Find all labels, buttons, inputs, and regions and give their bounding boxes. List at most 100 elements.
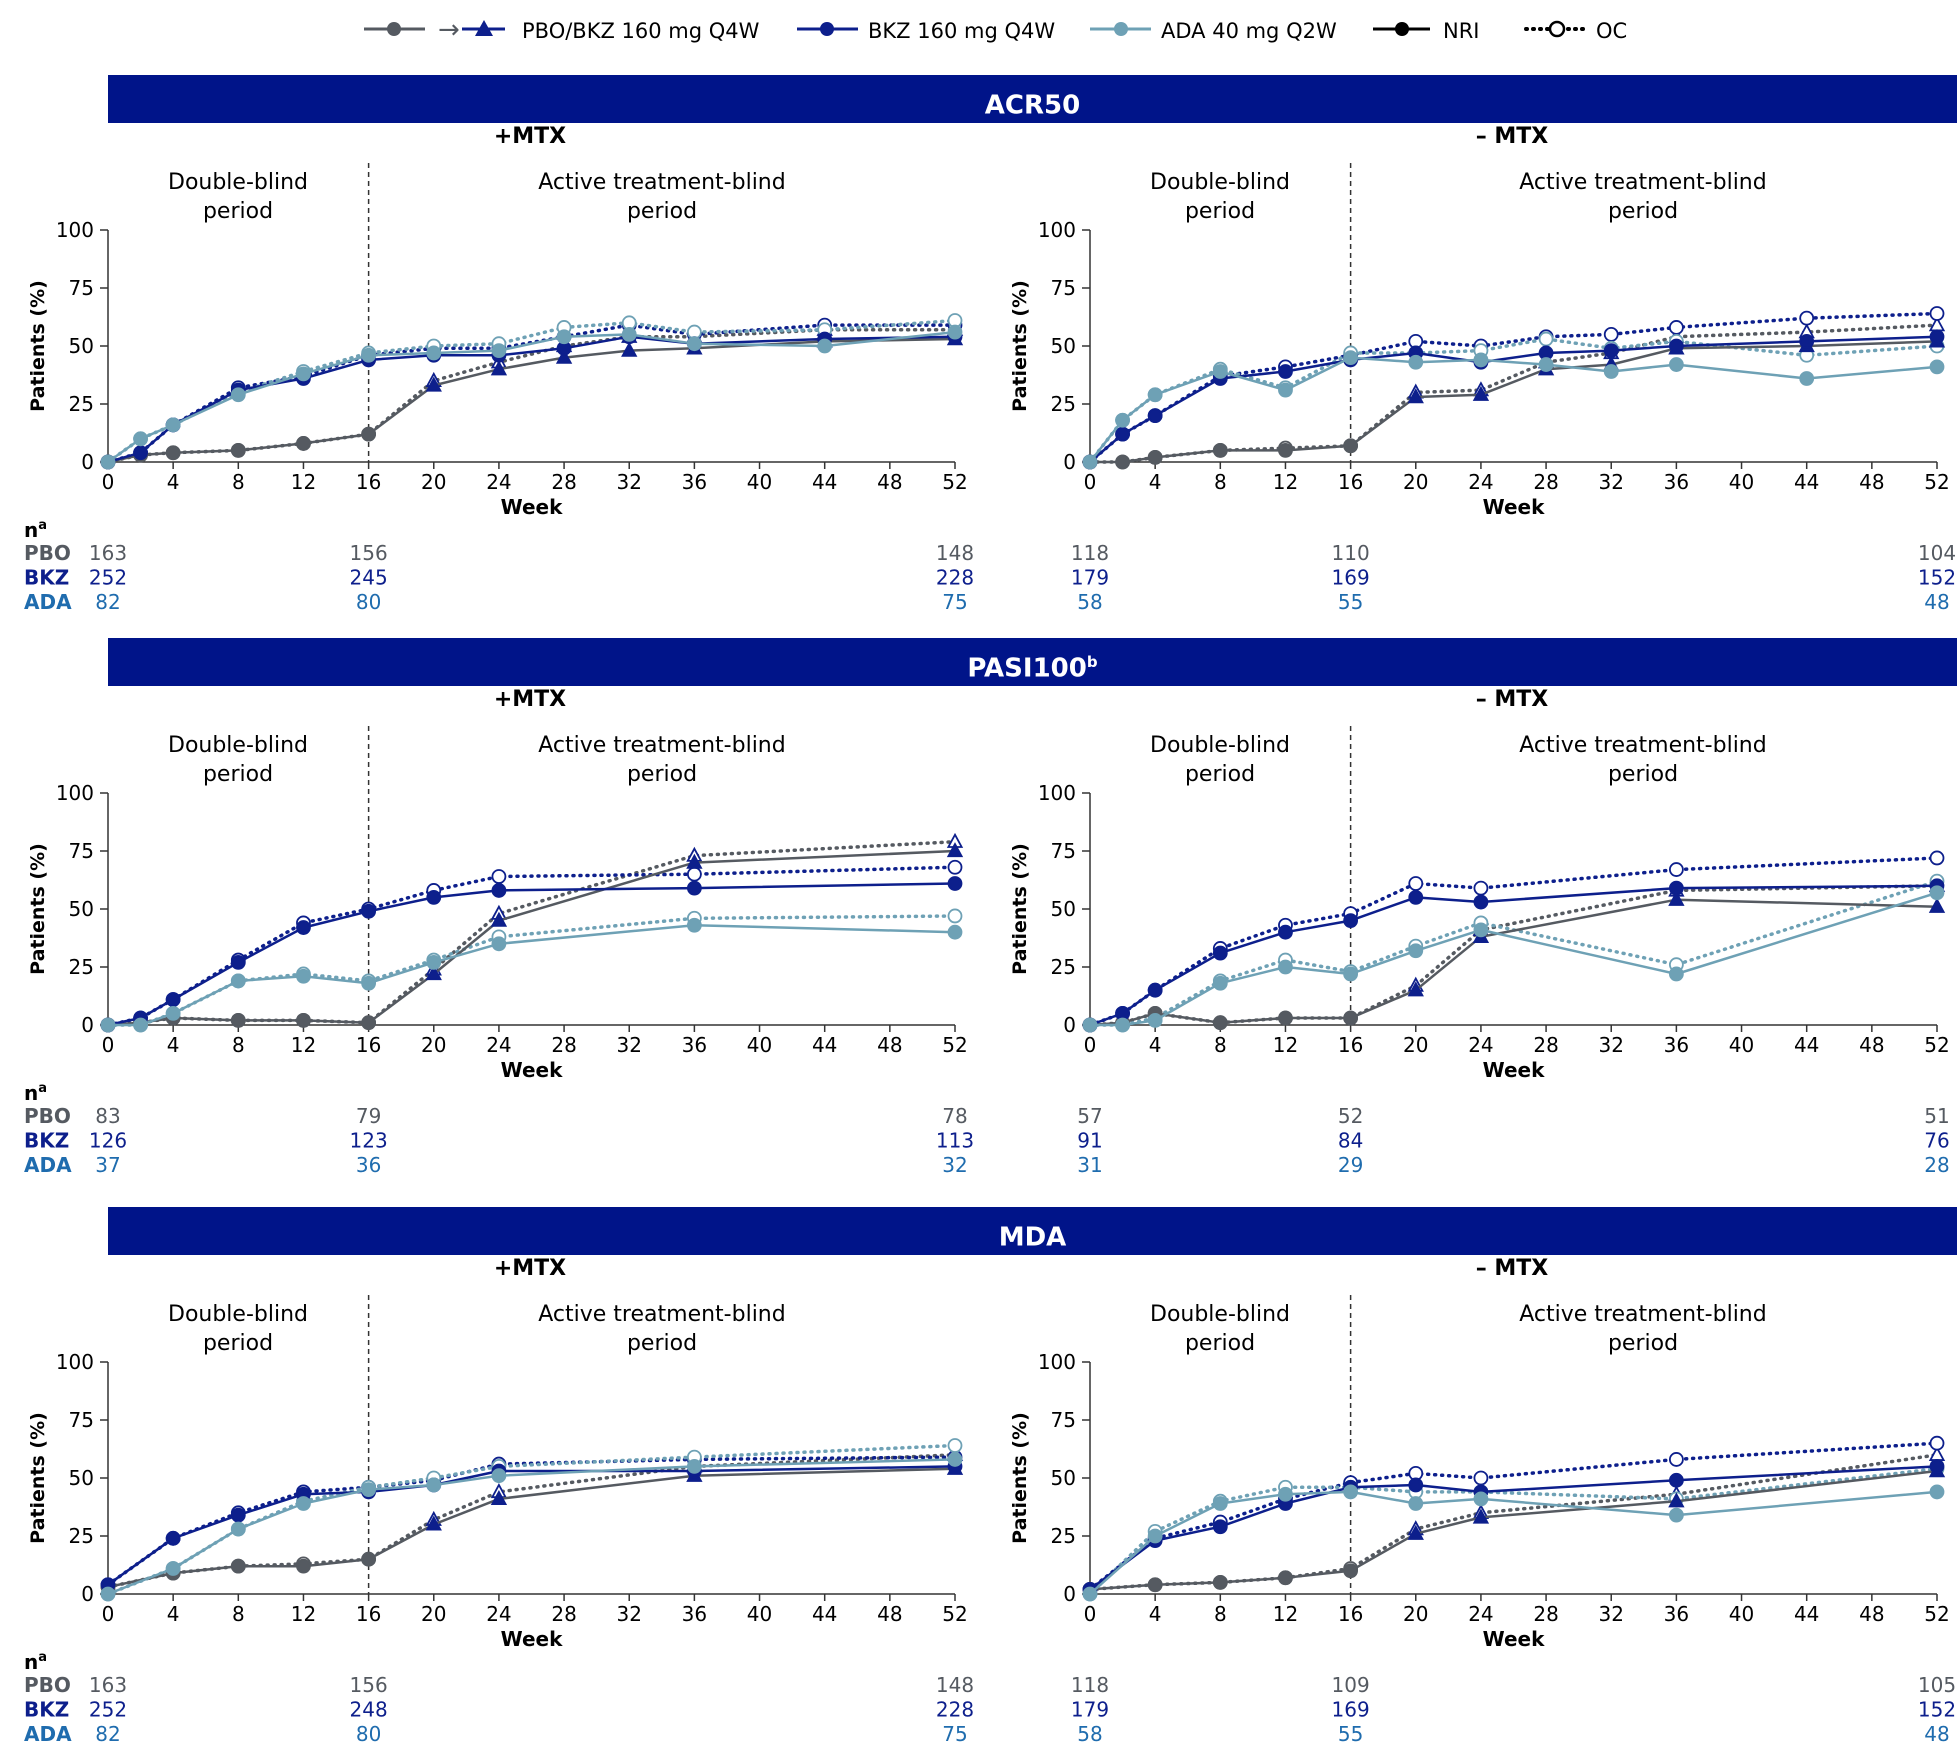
x-tick-label: 48 — [1859, 470, 1884, 494]
period-label-active-treatment: Active treatment-blind — [1519, 733, 1766, 758]
chart-acr50-with-mtx: +MTX Double-blind period Active treatment-b… — [24, 125, 974, 610]
y-tick-label: 75 — [69, 1408, 94, 1432]
x-axis-label: Week — [501, 1058, 563, 1082]
n-at-risk-value-pbo: 163 — [89, 1673, 127, 1697]
n-at-risk-header-footnote: a — [38, 518, 47, 533]
x-tick-label: 40 — [747, 1602, 772, 1626]
x-tick-label: 32 — [617, 1033, 642, 1057]
y-tick-label: 75 — [69, 839, 94, 863]
data-point-bkz-nri — [1115, 426, 1130, 442]
data-point-pbo-nri — [361, 1015, 377, 1031]
x-tick-label: 28 — [1533, 1602, 1558, 1626]
legend-placebo-switch-label: PBO/BKZ 160 mg Q4W — [522, 19, 760, 43]
data-point-ada-nri — [621, 326, 637, 342]
x-tick-label: 0 — [1084, 1602, 1097, 1626]
y-tick-label: 75 — [1051, 276, 1076, 300]
data-point-pbo-nri — [1407, 388, 1424, 404]
data-point-bkz-nri — [165, 992, 181, 1007]
data-point-ada-nri — [230, 973, 246, 989]
data-point-ada-nri — [1082, 454, 1098, 470]
n-at-risk-value-pbo: 104 — [1918, 541, 1956, 565]
series-line-bkz-nri — [107, 882, 956, 1027]
data-point-bkz-nri — [1212, 1519, 1228, 1535]
y-tick-label: 100 — [56, 218, 94, 242]
data-point-bkz-nri — [426, 889, 442, 905]
period-label-active-treatment: period — [627, 199, 697, 224]
n-at-risk-value-bkz: 179 — [1071, 566, 1109, 590]
data-point-ada-nri — [1147, 1528, 1163, 1544]
series-line-bkz-oc — [1088, 856, 1939, 1027]
data-point-ada-nri — [296, 366, 311, 382]
n-at-risk-value-ada: 75 — [942, 590, 967, 610]
n-at-risk-value-bkz: 84 — [1338, 1129, 1363, 1153]
data-point-ada-nri — [100, 1017, 116, 1033]
n-row-label-bkz: BKZ — [24, 1698, 69, 1722]
x-tick-label: 52 — [1924, 470, 1949, 494]
x-tick-label: 52 — [942, 470, 967, 494]
data-point-pbo-nri — [1668, 1492, 1685, 1508]
x-tick-label: 40 — [1729, 470, 1754, 494]
data-point-pbo-nri — [555, 348, 573, 364]
n-at-risk-value-bkz: 245 — [350, 566, 388, 590]
legend-arrow: → — [438, 15, 460, 45]
data-point-ada-nri — [296, 1496, 311, 1511]
data-point-ada-nri — [230, 387, 246, 403]
series-line-ada-nri — [1090, 891, 1938, 1027]
y-axis-label: Patients (%) — [1009, 280, 1031, 412]
y-tick-label: 0 — [1063, 450, 1076, 474]
data-point-pbo-nri — [230, 1558, 246, 1574]
panel-subtitle: +MTX — [494, 1257, 566, 1281]
x-tick-label: 16 — [356, 1033, 381, 1057]
data-point-ada-nri — [1473, 352, 1489, 368]
data-point-ada-nri — [1343, 1484, 1359, 1500]
x-tick-label: 28 — [1533, 470, 1558, 494]
data-point-ada-nri — [165, 1005, 181, 1021]
data-point-bkz-nri — [1278, 364, 1293, 379]
data-point-ada-nri — [361, 975, 377, 991]
n-at-risk-value-ada: 32 — [942, 1153, 967, 1173]
period-label-double-blind: Double-blind — [168, 733, 308, 758]
data-point-pbo-nri — [296, 436, 311, 451]
n-at-risk-value-bkz: 228 — [936, 566, 974, 590]
n-at-risk-value-bkz: 228 — [936, 1698, 974, 1722]
n-at-risk-value-pbo: 78 — [942, 1104, 967, 1128]
n-row-label-pbo: PBO — [24, 541, 71, 565]
period-label-double-blind: period — [1185, 762, 1255, 787]
legend-ada-marker — [1114, 22, 1128, 36]
data-point-ada-nri — [1278, 1486, 1293, 1502]
x-tick-label: 16 — [356, 1602, 381, 1626]
data-point-bkz-nri — [1668, 338, 1684, 354]
x-tick-label: 36 — [1664, 1602, 1689, 1626]
period-label-double-blind: Double-blind — [168, 170, 308, 195]
n-row-label-ada: ADA — [24, 1153, 72, 1173]
data-point-ada-nri — [426, 1477, 442, 1493]
x-tick-label: 20 — [1403, 1033, 1428, 1057]
n-at-risk-value-ada: 48 — [1924, 1722, 1949, 1742]
x-tick-label: 8 — [232, 1033, 245, 1057]
data-point-ada-nri — [1603, 364, 1619, 379]
period-label-active-treatment: Active treatment-blind — [1519, 170, 1766, 195]
data-point-pbo-nri — [1278, 1010, 1293, 1026]
panel-subtitle: – MTX — [1476, 125, 1549, 149]
x-tick-label: 0 — [1084, 470, 1097, 494]
data-point-pbo-nri — [1668, 890, 1685, 906]
data-point-pbo-nri — [296, 1558, 311, 1574]
data-point-bkz-oc — [947, 859, 963, 875]
section-banner-pasi100: PASI100b — [108, 638, 1957, 686]
x-tick-label: 44 — [1794, 470, 1819, 494]
period-label-double-blind: Double-blind — [1150, 1302, 1290, 1327]
data-point-pbo-nri — [1212, 1015, 1228, 1031]
n-row-label-ada: ADA — [24, 590, 72, 610]
x-tick-label: 0 — [1084, 1033, 1097, 1057]
data-point-ada-nri — [1668, 1507, 1684, 1523]
n-at-risk-value-bkz: 152 — [1918, 566, 1956, 590]
data-point-pbo-nri — [361, 426, 377, 442]
data-point-ada-nri — [1278, 959, 1293, 975]
n-at-risk-value-pbo: 52 — [1338, 1104, 1363, 1128]
x-tick-label: 8 — [1214, 1033, 1227, 1057]
x-tick-label: 52 — [1924, 1602, 1949, 1626]
period-label-active-treatment: period — [1608, 199, 1678, 224]
data-point-bkz-oc — [1929, 1435, 1945, 1451]
data-point-ada-nri — [1212, 975, 1228, 991]
y-axis-label: Patients (%) — [27, 280, 49, 412]
